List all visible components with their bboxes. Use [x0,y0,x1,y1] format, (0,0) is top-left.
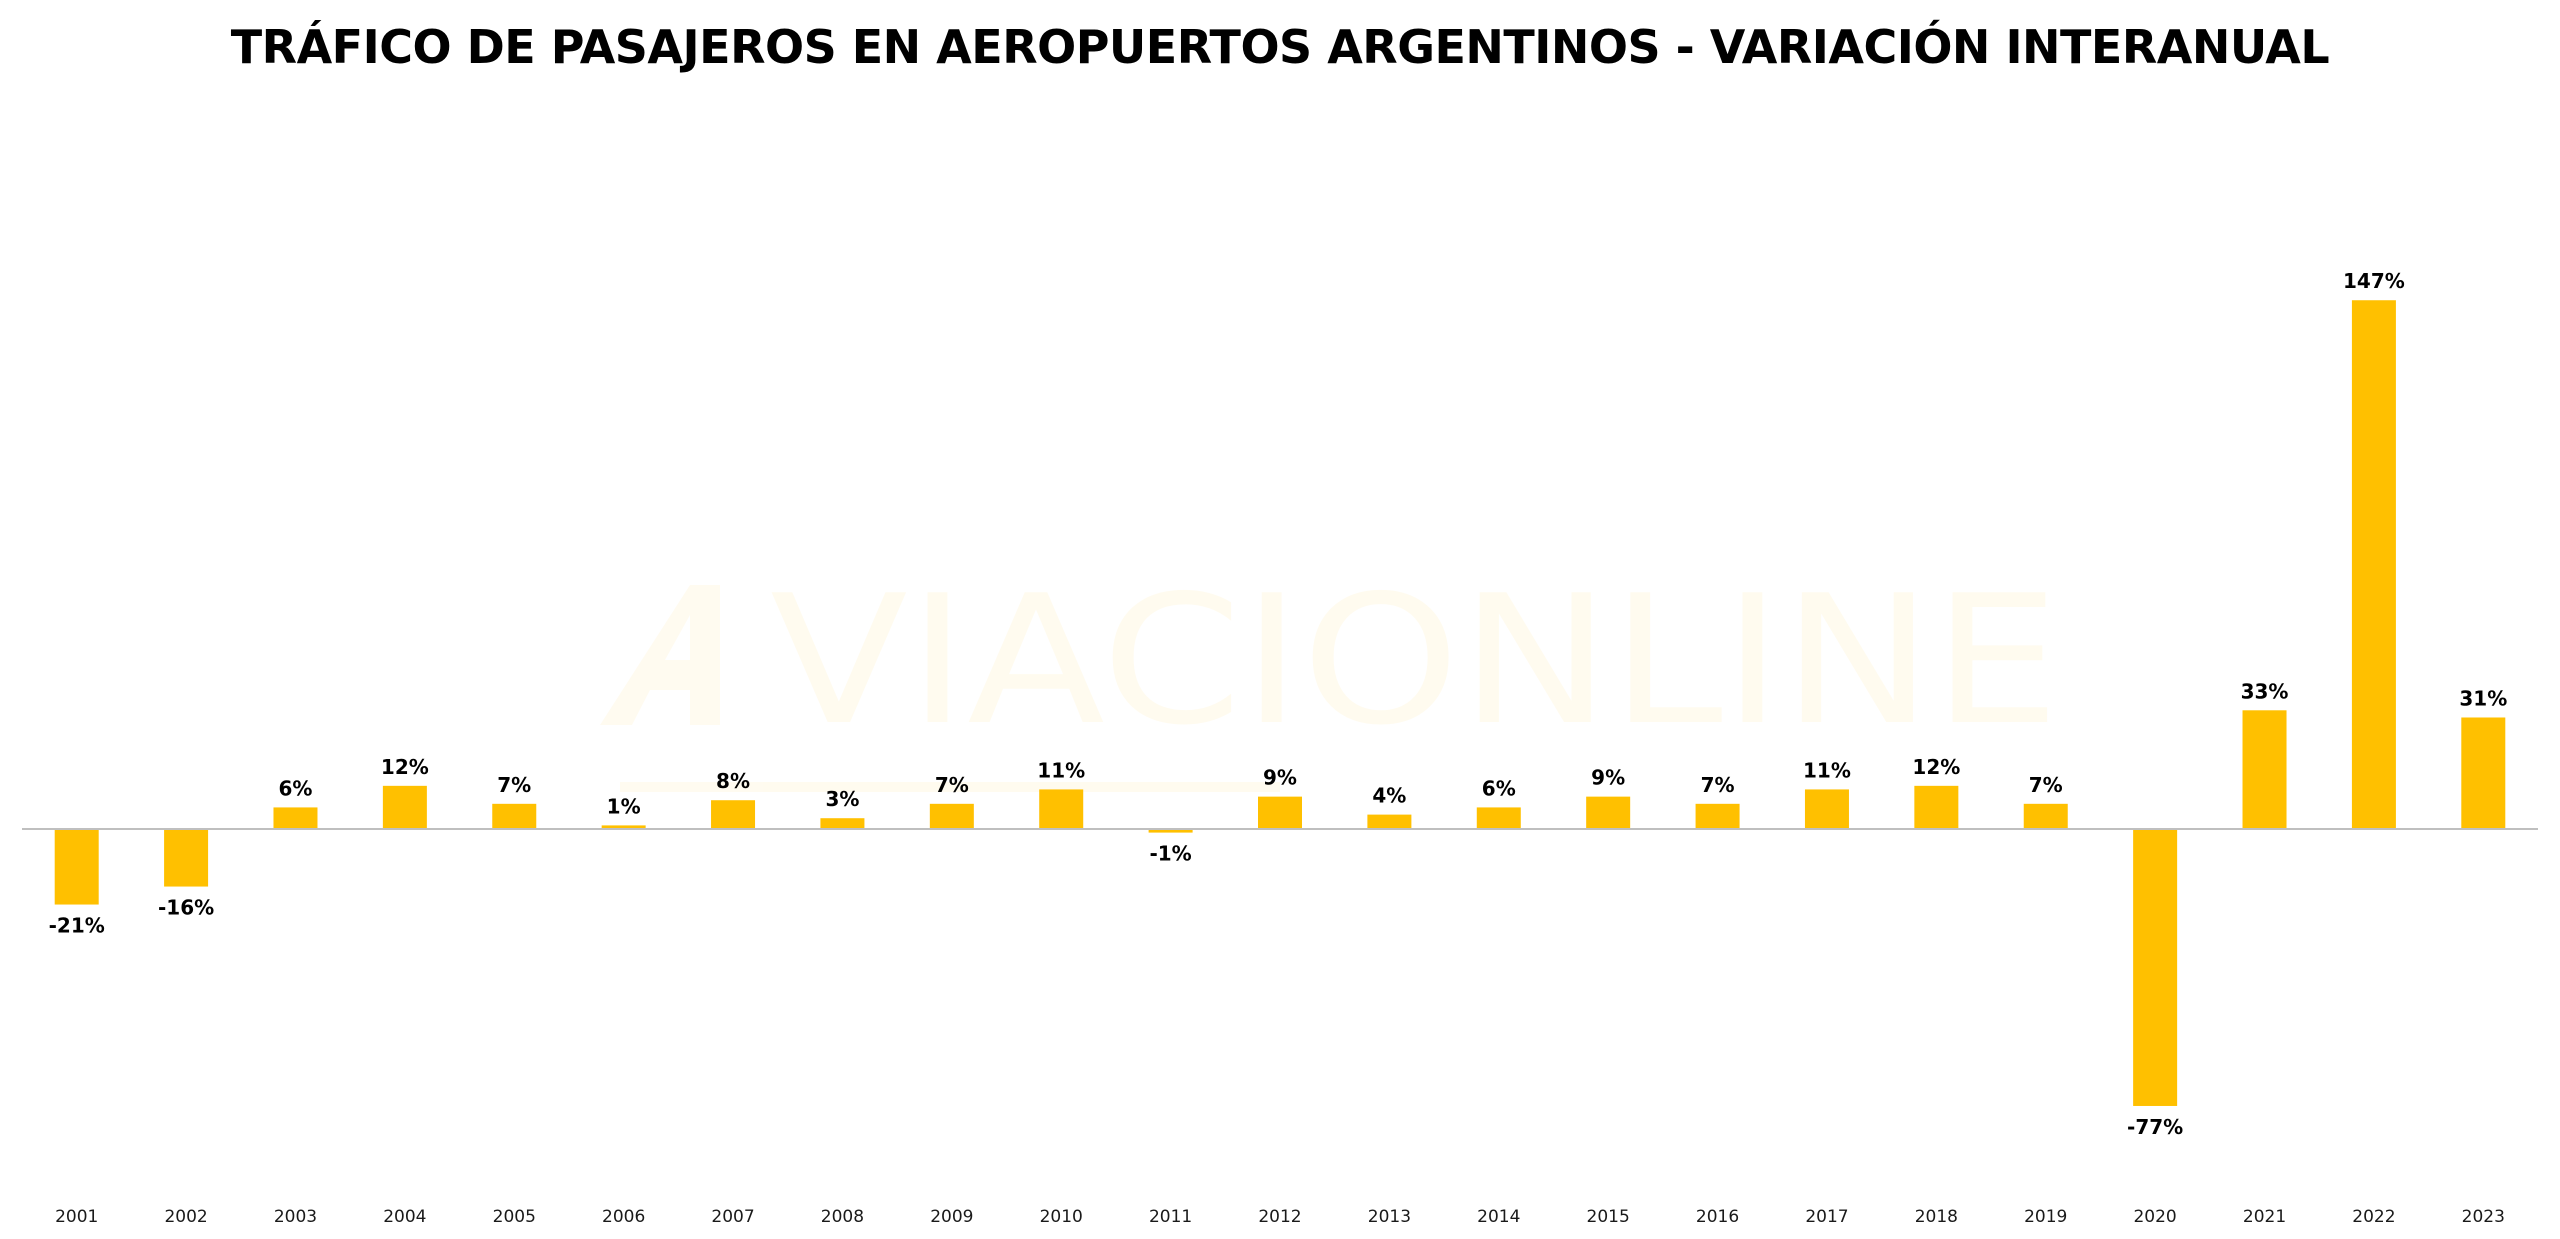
x-tick-label-2022: 2022 [2352,1207,2395,1227]
data-label-2015: 9% [1591,766,1625,790]
x-tick-label-2004: 2004 [383,1207,426,1227]
bar-2006 [601,825,646,829]
bar-2008 [820,818,865,829]
x-tick-label-2009: 2009 [930,1207,973,1227]
x-tick-label-2017: 2017 [1805,1207,1848,1227]
watermark-plane-icon [600,585,720,725]
x-tick-label-2021: 2021 [2243,1207,2286,1227]
x-tick-label-2023: 2023 [2462,1207,2505,1227]
data-label-2002: -16% [158,896,214,920]
bar-2007 [711,800,756,829]
data-label-2013: 4% [1372,784,1406,808]
x-tick-label-2006: 2006 [602,1207,645,1227]
x-tick-label-2015: 2015 [1587,1207,1630,1227]
data-label-2023: 31% [2459,686,2507,710]
watermark-logo: VIACIONLINE [600,557,2060,792]
x-tick-label-2010: 2010 [1040,1207,1083,1227]
data-label-2020: -77% [2127,1115,2183,1139]
data-label-2006: 1% [607,794,641,818]
x-tick-label-2019: 2019 [2024,1207,2067,1227]
data-label-2021: 33% [2241,679,2289,703]
x-tick-label-2012: 2012 [1258,1207,1301,1227]
bar-2018 [1914,785,1959,829]
x-tick-label-2001: 2001 [55,1207,98,1227]
x-tick-label-2016: 2016 [1696,1207,1739,1227]
x-tick-label-2002: 2002 [164,1207,207,1227]
bar-2019 [2023,803,2068,829]
bar-2002 [164,829,209,887]
data-label-2004: 12% [381,755,429,779]
data-label-2018: 12% [1912,755,1960,779]
x-tick-labels-group: 2001 2002 2003 2004 2005 2006 2007 2008 2009 2010… [55,1207,2505,1227]
x-tick-label-2018: 2018 [1915,1207,1958,1227]
bar-2010 [1039,789,1084,829]
x-tick-label-2007: 2007 [711,1207,754,1227]
x-tick-label-2008: 2008 [821,1207,864,1227]
data-labels-group: -21% -16% 6% 12% 7% 1% 8% 3% 7% 11% -1% 9% 4% 6% 9% 7% 1… [49,269,2508,1139]
data-label-2001: -21% [49,914,105,938]
bar-2003 [273,807,318,829]
bar-2004 [382,785,427,829]
data-label-2009: 7% [935,773,969,797]
bar-2012 [1258,796,1302,829]
data-label-2019: 7% [2029,773,2063,797]
watermark-brand-text: VIACIONLINE [770,557,2060,764]
x-tick-label-2013: 2013 [1368,1207,1411,1227]
data-label-2017: 11% [1803,758,1851,782]
bar-2011 [1148,829,1193,833]
x-tick-label-2005: 2005 [493,1207,536,1227]
bar-2022 [2351,300,2396,829]
bar-2017 [1804,789,1849,829]
bar-2020 [2133,829,2178,1106]
data-label-2010: 11% [1037,758,1085,782]
data-label-2012: 9% [1263,766,1297,790]
bar-2021 [2242,710,2287,829]
data-label-2014: 6% [1482,776,1516,800]
watermark-underline [620,782,1280,792]
x-tick-label-2014: 2014 [1477,1207,1520,1227]
bar-2016 [1695,803,1740,829]
bar-2001 [54,829,99,905]
data-label-2003: 6% [278,776,312,800]
data-label-2011: -1% [1149,842,1191,866]
bar-2009 [929,803,974,829]
data-label-2005: 7% [497,773,531,797]
bar-2015 [1586,796,1631,829]
chart-title: TRÁFICO DE PASAJEROS EN AEROPUERTOS ARGE… [230,20,2330,74]
data-label-2016: 7% [1701,773,1735,797]
bar-2023 [2461,717,2506,829]
bar-2013 [1367,814,1412,829]
bar-2014 [1476,807,1521,829]
bar-2005 [492,803,537,829]
data-label-2008: 3% [825,787,859,811]
bars-group [54,300,2506,1106]
x-tick-label-2020: 2020 [2133,1207,2176,1227]
x-tick-label-2011: 2011 [1149,1207,1192,1227]
x-tick-label-2003: 2003 [274,1207,317,1227]
data-label-2022: 147% [2343,269,2405,293]
data-label-2007: 8% [716,769,750,793]
